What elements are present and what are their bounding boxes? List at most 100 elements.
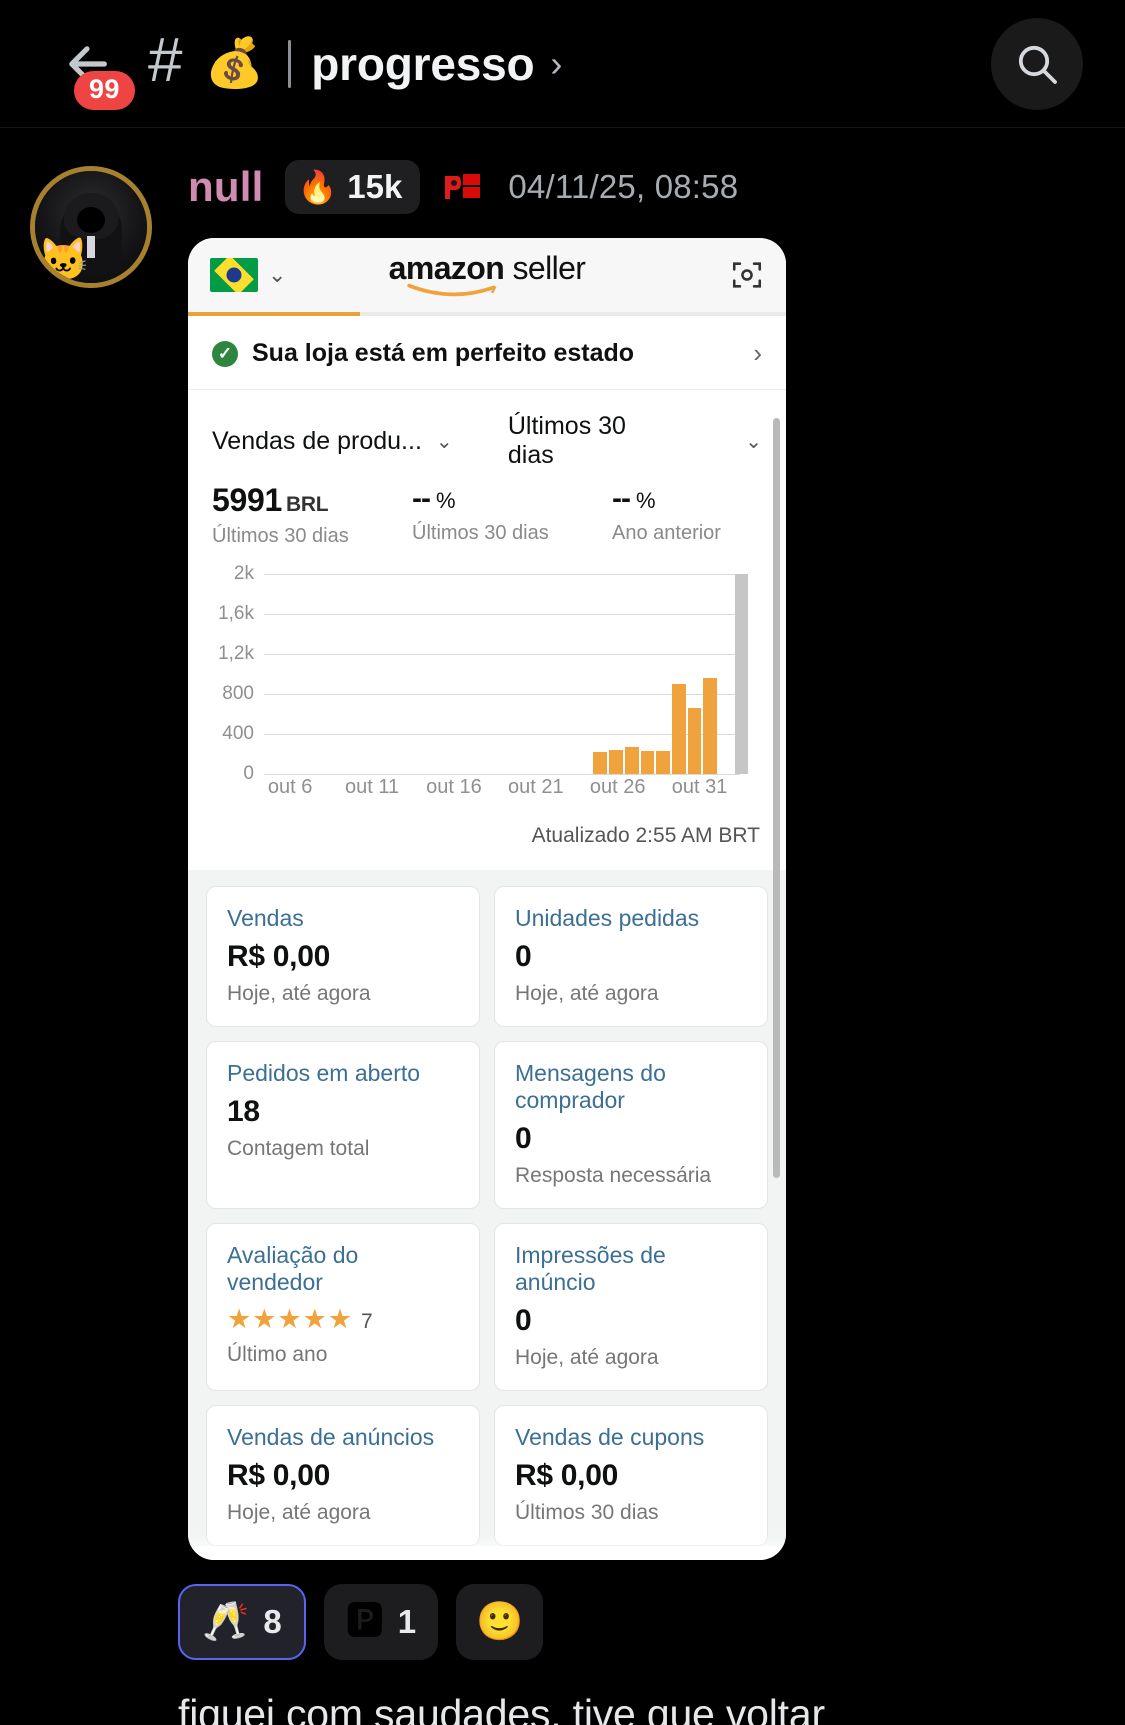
amazon-smile-icon xyxy=(407,283,497,297)
chart-bar xyxy=(609,750,623,774)
metric-yoy-sub: Ano anterior xyxy=(612,522,721,544)
scrollbar[interactable] xyxy=(773,418,780,1178)
store-status-row[interactable]: ✓ Sua loja está em perfeito estado › xyxy=(188,316,786,390)
metric-card[interactable]: Avaliação do vendedor ★★★★★ 7 Último ano xyxy=(206,1223,480,1391)
metric-card-value: R$ 0,00 xyxy=(227,940,330,973)
message-username[interactable]: null xyxy=(188,163,264,210)
avatar[interactable]: 🐱 xyxy=(30,166,152,288)
message-text: fiquei com saudades, tive que voltar din… xyxy=(178,1691,825,1725)
metric-card-title: Vendas de cupons xyxy=(515,1424,705,1450)
chevron-right-icon[interactable]: › xyxy=(550,42,563,84)
search-button[interactable] xyxy=(991,18,1083,110)
reaction-custom-red[interactable]: 🅿 1 xyxy=(323,1584,439,1660)
chart-bar xyxy=(656,751,670,774)
metric-sales-sub: Últimos 30 dias xyxy=(212,525,349,547)
metric-card-sub: Hoje, até agora xyxy=(515,982,659,1005)
metric-change: --% Últimos 30 dias xyxy=(412,482,612,548)
marketplace-selector[interactable]: ⌄ xyxy=(210,258,286,292)
reactions-row: 🥂 8 🅿 1 🙂 xyxy=(178,1584,1125,1660)
logo-seller-text: seller xyxy=(504,250,586,286)
chart-bar xyxy=(687,708,702,774)
chart-gridline xyxy=(264,774,740,775)
metric-card-title: Vendas de anúncios xyxy=(227,1424,435,1450)
level-badge[interactable]: 🔥 15k xyxy=(285,160,421,214)
metric-card[interactable]: Vendas de anúncios R$ 0,00 Hoje, até agora xyxy=(206,1405,480,1546)
metrics-row: 5991 BRL Últimos 30 dias --% Últimos 30 d… xyxy=(188,476,786,548)
embedded-screenshot[interactable]: ⌄ amazon seller ✓ Sua loja está em perfe… xyxy=(188,238,786,1560)
metric-card-sub: Hoje, até agora xyxy=(515,1346,659,1369)
chart-gridline xyxy=(264,734,740,735)
amazon-seller-topbar: ⌄ amazon seller xyxy=(188,238,786,312)
chart-bars xyxy=(264,574,749,774)
filter-metric-label: Vendas de produ... xyxy=(212,426,422,455)
metric-card-row: Vendas de anúncios R$ 0,00 Hoje, até agora… xyxy=(206,1405,768,1546)
money-bag-icon: 💰 xyxy=(204,36,265,90)
metric-change-value: -- xyxy=(412,482,431,515)
chart-bar xyxy=(671,684,686,774)
chevron-right-icon[interactable]: › xyxy=(753,338,762,368)
metric-card-value: 0 xyxy=(515,1122,532,1155)
chart-y-tick: 1,6k xyxy=(218,603,254,624)
reaction-count: 8 xyxy=(263,1603,282,1640)
metric-card-value: R$ 0,00 xyxy=(227,1459,330,1492)
level-badge-label: 15k xyxy=(347,168,403,205)
metric-sales-value: 5991 xyxy=(212,482,282,518)
metric-card-title: Avaliação do vendedor xyxy=(227,1242,359,1295)
metric-card[interactable]: Impressões de anúncio 0 Hoje, até agora xyxy=(494,1223,768,1391)
chart-plot: 2k 1,6k 1,2k 800 400 0 xyxy=(218,563,749,784)
metric-card-row: Avaliação do vendedor ★★★★★ 7 Último ano Imp… xyxy=(206,1223,768,1391)
metric-card-sub: Últimos 30 dias xyxy=(515,1501,659,1524)
chart-bar-today xyxy=(734,574,749,774)
metric-card-value: 0 xyxy=(515,940,532,973)
back-button[interactable]: 99 xyxy=(48,25,135,110)
metric-card[interactable]: Pedidos em aberto 18 Contagem total xyxy=(206,1041,480,1209)
chart-gridline xyxy=(264,614,740,615)
metric-yoy-unit: % xyxy=(635,488,656,513)
chart-x-tick: out 6 xyxy=(267,776,313,798)
metric-card-value: 0 xyxy=(515,1304,532,1337)
scan-icon[interactable] xyxy=(730,258,764,292)
chart-y-tick: 400 xyxy=(222,723,254,744)
metric-card[interactable]: Vendas R$ 0,00 Hoje, até agora xyxy=(206,886,480,1027)
chart-bar xyxy=(593,752,608,774)
reaction-emoji-icon: 🙂 xyxy=(476,1601,524,1643)
metric-card-value: R$ 0,00 xyxy=(515,1459,618,1492)
chart-x-tick: out 31 xyxy=(671,776,728,798)
chat-message: 🐱 null 🔥 15k 04/11/25, 08:58 ⌄ amazon s xyxy=(0,128,1125,1725)
metric-card-row: Vendas R$ 0,00 Hoje, até agora Unidades ped… xyxy=(206,886,768,1027)
metric-card[interactable]: Unidades pedidas 0 Hoje, até agora xyxy=(494,886,768,1027)
metric-yoy: --% Ano anterior xyxy=(612,482,721,548)
metric-card-sub: Contagem total xyxy=(227,1137,370,1160)
metric-card-sub: Último ano xyxy=(227,1343,328,1366)
chart-x-axis: out 6 out 11 out 16 out 21 out 26 out 31 xyxy=(264,776,740,802)
metric-sales-unit: BRL xyxy=(286,493,329,516)
logo-amazon-text: amazon xyxy=(388,250,505,286)
message-timestamp: 04/11/25, 08:58 xyxy=(508,168,739,205)
reaction-champagne[interactable]: 🥂 8 xyxy=(178,1584,306,1660)
chart-area: 2k 1,6k 1,2k 800 400 0 out 6 out 11 out 16 out 2… xyxy=(212,563,762,802)
metric-cards: Vendas R$ 0,00 Hoje, até agora Unidades ped… xyxy=(188,870,786,1546)
filter-period[interactable]: Últimos 30 dias ⌄ xyxy=(508,412,762,470)
chevron-down-icon: ⌄ xyxy=(745,430,762,453)
message-header: null 🔥 15k 04/11/25, 08:58 xyxy=(188,156,1125,218)
chart-updated-text: Atualizado 2:55 AM BRT xyxy=(531,824,760,847)
channel-name[interactable]: progresso xyxy=(311,37,535,90)
brazil-flag-icon xyxy=(210,258,258,292)
avatar-face xyxy=(77,206,105,233)
chart-bar xyxy=(703,678,717,774)
metric-card-sub: Resposta necessária xyxy=(515,1164,712,1187)
metric-yoy-value: -- xyxy=(612,482,631,515)
sales-chart[interactable]: 2k 1,6k 1,2k 800 400 0 out 6 out 11 out 16 out 2… xyxy=(188,548,786,808)
bottom-fade xyxy=(188,1534,786,1560)
metric-card[interactable]: Vendas de cupons R$ 0,00 Últimos 30 dias xyxy=(494,1405,768,1546)
metric-card[interactable]: Mensagens do comprador 0 Resposta necessár… xyxy=(494,1041,768,1209)
avatar-cat-decoration: 🐱 xyxy=(37,236,90,283)
metric-card-title: Mensagens do comprador xyxy=(515,1060,666,1113)
reaction-add-reaction[interactable]: 🙂 xyxy=(456,1584,544,1660)
amazon-seller-logo: amazon seller xyxy=(389,250,586,297)
metric-change-unit: % xyxy=(435,488,456,513)
chart-y-tick: 2k xyxy=(233,563,254,584)
chart-x-tick: out 16 xyxy=(426,776,482,798)
filter-metric[interactable]: Vendas de produ... ⌄ xyxy=(212,412,508,470)
metric-card-title: Pedidos em aberto xyxy=(227,1060,421,1086)
